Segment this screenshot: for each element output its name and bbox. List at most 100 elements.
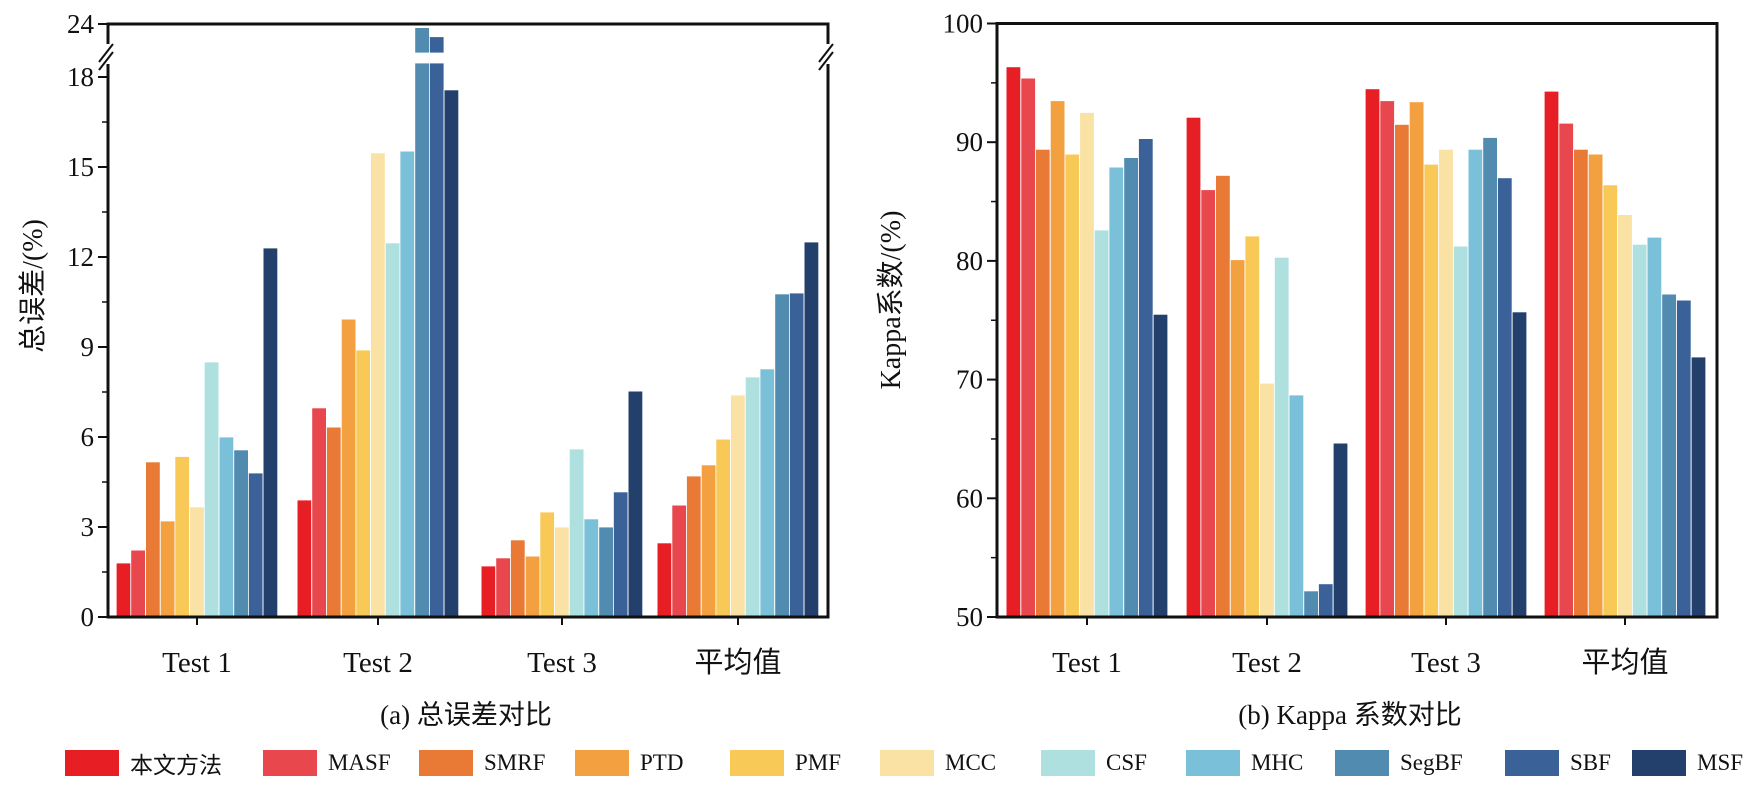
bar-msf-test-3 (1511, 311, 1528, 618)
y-tick-label: 0 (81, 602, 95, 632)
bar-mhc-test-1 (1108, 166, 1125, 618)
bar-pmf-test-3 (1423, 163, 1440, 618)
bar-ours-ours (656, 542, 673, 618)
bar-ours-test-1 (1005, 66, 1022, 618)
legend-swatch (575, 750, 629, 776)
bar-segbf-test-2 (414, 62, 430, 618)
bar-top-sbf-test-2 (428, 36, 445, 54)
bar-segbf-test-3 (1482, 137, 1498, 618)
bar-masf-test-1 (130, 549, 146, 618)
bar-segbf-ours (1661, 293, 1677, 618)
bar-smrf-test-2 (1215, 174, 1231, 618)
bar-smrf-test-3 (510, 539, 526, 618)
bar-sbf-test-2 (428, 62, 445, 618)
x-tick-label: Test 1 (1052, 647, 1122, 679)
bar-segbf-test-2 (1303, 590, 1319, 618)
bar-segbf-test-1 (1123, 157, 1139, 618)
bar-csf-test-1 (1093, 229, 1110, 618)
bar-msf-test-2 (1332, 442, 1349, 618)
axis-break-mark (818, 43, 834, 63)
y-tick-label: 60 (956, 483, 983, 513)
bar-smrf-ours (686, 475, 702, 618)
bar-csf-ours (744, 376, 761, 618)
legend-item-pmf: PMF (730, 747, 841, 779)
y-tick-label: 90 (956, 127, 983, 157)
bar-sbf-test-2 (1318, 583, 1334, 618)
bar-sbf-ours (789, 292, 805, 618)
axis-break-mark (98, 43, 114, 63)
bar-sbf-test-3 (1497, 177, 1513, 618)
bar-ptd-test-3 (1408, 101, 1425, 618)
legend-swatch (880, 750, 934, 776)
bar-mcc-ours (730, 394, 746, 618)
bar-masf-test-3 (1379, 100, 1395, 618)
bar-ours-test-2 (296, 499, 313, 618)
bar-masf-test-2 (311, 407, 327, 618)
legend-item-sbf: SBF (1505, 747, 1611, 779)
bar-pmf-ours (715, 438, 731, 618)
y-tick-label: 70 (956, 365, 983, 395)
bar-ptd-test-1 (159, 520, 176, 618)
legend-label: MHC (1251, 750, 1304, 775)
y-tick-label: 6 (81, 422, 95, 452)
y-tick-label: 80 (956, 246, 983, 276)
bar-msf-test-1 (262, 247, 279, 618)
axis-break-gap (822, 44, 834, 64)
bar-sbf-test-3 (613, 491, 629, 618)
bar-csf-test-3 (568, 448, 585, 618)
y-tick-label: 9 (81, 332, 95, 362)
legend-label: SMRF (484, 750, 546, 775)
bar-smrf-test-1 (1035, 148, 1051, 618)
x-tick-label: 平均值 (694, 646, 781, 679)
bar-ours-test-3 (1364, 88, 1381, 618)
x-ticks-total-error: Test 1 Test 2 Test 3 平均值 (162, 617, 782, 679)
legend-swatch (1186, 750, 1240, 776)
legend-item-msf: MSF (1632, 747, 1743, 779)
bar-ptd-test-3 (524, 555, 541, 618)
bar-mcc-test-2 (1259, 382, 1275, 618)
bar-mcc-test-1 (1079, 112, 1095, 618)
legend: 本文方法 MASF SMRF PTD PMF MCC CSF MHC SegBF SBF MSF (0, 747, 1750, 779)
legend-item-segbf: SegBF (1335, 747, 1463, 779)
bar-sbf-ours (1676, 299, 1692, 618)
x-tick-label: Test 1 (162, 647, 232, 679)
bar-csf-ours (1632, 243, 1648, 618)
bar-segbf-test-3 (598, 526, 614, 618)
legend-swatch (1335, 750, 1389, 776)
chart-total-error: 0 3 6 9 12 15 18 24 Test 1 Test 2 Test 3 平均值 总误差/(… (17, 9, 834, 730)
bar-ours-test-3 (480, 565, 497, 618)
bar-csf-test-3 (1453, 245, 1469, 618)
axes-total-error (98, 22, 834, 619)
legend-item-masf: MASF (263, 747, 391, 779)
y-tick-label: 50 (956, 602, 983, 632)
bar-pmf-ours (1602, 184, 1619, 618)
bar-masf-ours (1558, 122, 1574, 618)
legend-swatch (263, 750, 317, 776)
bars-total-error (115, 27, 820, 618)
y-tick-label: 3 (81, 512, 95, 542)
legend-label: CSF (1106, 750, 1147, 775)
bar-pmf-test-1 (174, 456, 190, 618)
legend-swatch (419, 750, 473, 776)
legend-item-ours: 本文方法 (65, 747, 222, 779)
legend-item-mhc: MHC (1186, 747, 1303, 779)
bars-kappa (1005, 66, 1707, 618)
bar-mhc-test-1 (218, 436, 235, 618)
bar-ptd-ours (1587, 153, 1604, 618)
bar-pmf-test-3 (539, 511, 555, 618)
bar-smrf-ours (1573, 148, 1589, 618)
axis-break-mark (98, 51, 114, 71)
legend-item-ptd: PTD (575, 747, 683, 779)
bar-csf-test-2 (1274, 256, 1290, 618)
bar-ours-test-1 (115, 562, 132, 618)
legend-swatch (1505, 750, 1559, 776)
legend-label: SegBF (1400, 750, 1463, 775)
bar-masf-test-1 (1020, 77, 1036, 618)
axis-break-mark (818, 51, 834, 71)
axis-break-gap (102, 44, 114, 64)
y-tick-label: 12 (67, 242, 94, 272)
bar-msf-test-2 (443, 89, 460, 618)
chart-caption-total-error: (a) 总误差对比 (380, 700, 552, 730)
bar-mcc-test-2 (370, 152, 386, 618)
bar-mcc-test-3 (1438, 148, 1454, 618)
